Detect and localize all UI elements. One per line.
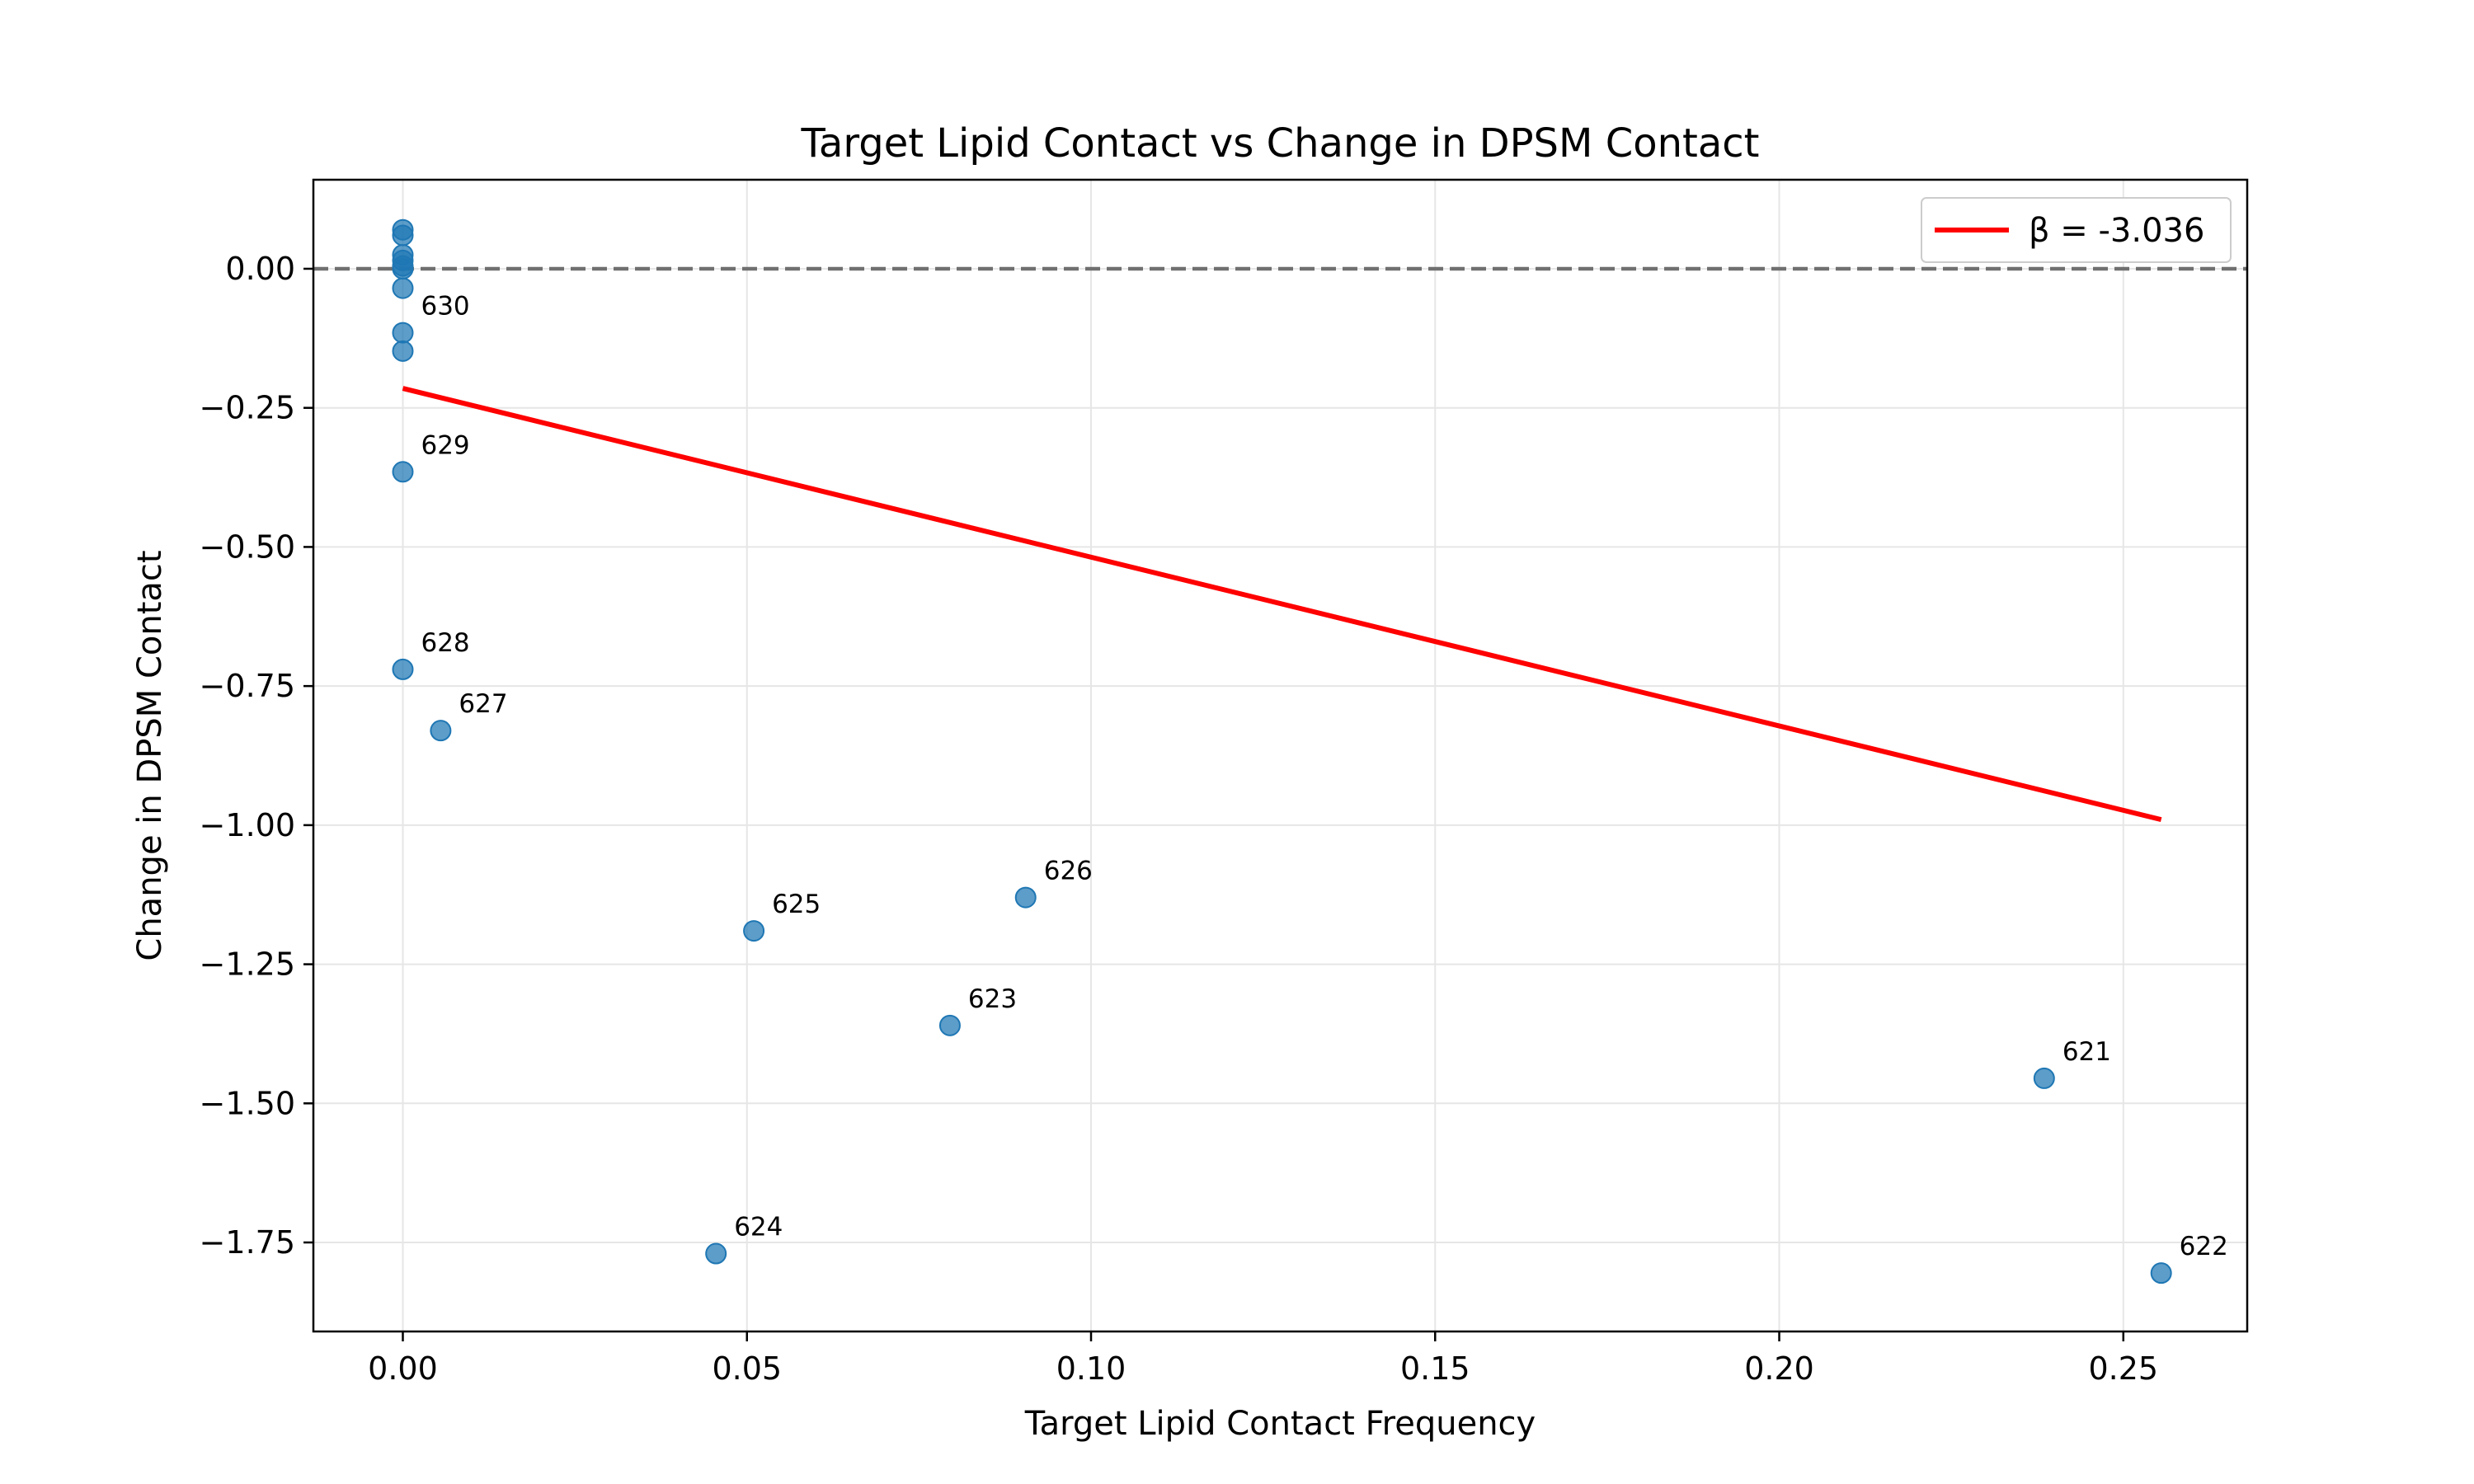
y-axis-ticks: 0.00 −0.25 −0.50 −0.75 −1.00 −1.25 −1.50 −1.75 — [200, 251, 313, 1261]
data-points — [392, 218, 2172, 1284]
data-point — [2033, 1067, 2055, 1089]
point-label: 622 — [2180, 1232, 2228, 1261]
data-point — [392, 658, 414, 680]
point-label: 629 — [421, 430, 469, 460]
x-axis-title: Target Lipid Contact Frequency — [1024, 1405, 1536, 1443]
y-tick-label: −0.75 — [200, 668, 295, 704]
data-point — [938, 1014, 961, 1036]
point-label: 625 — [772, 890, 821, 919]
y-axis-title: Change in DPSM Contact — [131, 550, 169, 960]
data-point — [392, 461, 414, 483]
y-tick-label: −1.50 — [200, 1085, 295, 1121]
data-point — [392, 257, 414, 279]
point-label: 623 — [968, 984, 1017, 1014]
chart-title: Target Lipid Contact vs Change in DPSM C… — [801, 120, 1760, 167]
point-labels: 630 629 628 627 625 626 623 624 621 622 — [421, 292, 2227, 1262]
x-tick-label: 0.10 — [1056, 1350, 1126, 1387]
legend: β = -3.036 — [1921, 197, 2232, 263]
regression-line — [402, 386, 2162, 823]
point-label: 628 — [421, 628, 469, 658]
x-axis-ticks: 0.00 0.05 0.10 0.15 0.20 0.25 — [368, 1331, 2158, 1387]
point-label: 621 — [2062, 1037, 2111, 1067]
x-tick-label: 0.00 — [368, 1350, 438, 1387]
x-tick-label: 0.25 — [2088, 1350, 2158, 1387]
y-tick-label: −1.25 — [200, 946, 295, 983]
legend-box — [1921, 197, 2232, 263]
y-tick-label: −0.25 — [200, 390, 295, 426]
data-point — [2150, 1262, 2172, 1284]
y-tick-label: −1.00 — [200, 807, 295, 843]
point-label: 627 — [459, 689, 507, 719]
grid-lines — [313, 180, 2247, 1331]
y-tick-label: −0.50 — [200, 528, 295, 565]
data-point — [392, 277, 414, 299]
y-tick-label: −1.75 — [200, 1224, 295, 1261]
data-point — [430, 720, 452, 742]
point-label: 624 — [734, 1213, 783, 1242]
data-point — [705, 1242, 727, 1265]
data-point — [392, 322, 414, 344]
x-tick-label: 0.20 — [1744, 1350, 1814, 1387]
data-point — [392, 340, 414, 362]
data-point — [743, 920, 765, 942]
x-tick-label: 0.15 — [1400, 1350, 1470, 1387]
plot-frame — [312, 178, 2249, 1333]
fit-line — [402, 386, 2162, 823]
point-label: 626 — [1044, 857, 1093, 886]
legend-label: β = -3.036 — [2029, 212, 2204, 250]
point-label: 630 — [421, 292, 469, 322]
y-tick-label: 0.00 — [225, 251, 295, 287]
data-point — [1014, 886, 1037, 909]
data-point — [392, 224, 414, 247]
x-tick-label: 0.05 — [712, 1350, 782, 1387]
